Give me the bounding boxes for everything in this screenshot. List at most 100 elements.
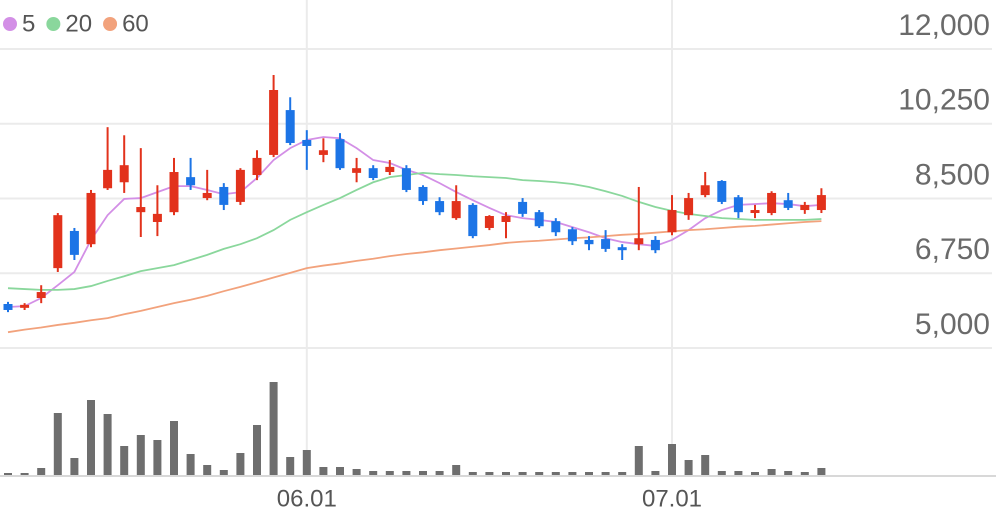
- volume-bar: [767, 469, 776, 475]
- candle-body: [69, 230, 79, 255]
- y-tick-label: 8,500: [915, 158, 990, 191]
- candle-body: [186, 177, 196, 186]
- candle-body: [53, 215, 63, 269]
- volume-bar: [369, 471, 378, 475]
- candle-body: [335, 139, 345, 169]
- volume-bar: [70, 458, 79, 475]
- volume-bar: [485, 472, 494, 475]
- candle-body: [518, 201, 528, 214]
- volume-bar: [634, 446, 643, 475]
- legend-marker: [103, 17, 118, 31]
- candle-body: [368, 168, 378, 178]
- legend-label: 60: [122, 10, 149, 37]
- candle-body: [401, 168, 411, 190]
- candle-body: [800, 204, 810, 211]
- volume-bar: [435, 471, 444, 475]
- legend-label: 5: [22, 10, 35, 37]
- candle-body: [601, 239, 611, 249]
- candle-body: [86, 192, 96, 245]
- legend-label: 20: [65, 10, 92, 37]
- volume-bar: [402, 471, 411, 475]
- volume-bar: [585, 472, 593, 475]
- legend-marker: [3, 17, 17, 31]
- moving-average-line: [7, 220, 822, 334]
- candle-body: [435, 201, 445, 213]
- volume-bar: [170, 421, 178, 475]
- volume-bar: [302, 450, 311, 475]
- candle-body: [219, 186, 229, 205]
- candle-body: [152, 213, 162, 222]
- volume-bar: [269, 382, 278, 475]
- volume-bar: [784, 471, 793, 475]
- candle-body: [750, 210, 760, 214]
- volume-bar: [751, 472, 759, 475]
- volume-bar: [518, 472, 527, 475]
- candle-body: [352, 168, 362, 173]
- candle-body: [468, 204, 478, 237]
- volume-bar: [153, 440, 162, 475]
- volume-bar: [53, 413, 62, 475]
- candle-body: [103, 169, 113, 189]
- volume-bar: [817, 468, 826, 475]
- candle-body: [169, 172, 179, 213]
- candle-body: [3, 304, 13, 310]
- candle-body: [567, 229, 577, 242]
- volume-bar: [502, 472, 510, 475]
- volume-bar: [203, 465, 212, 475]
- volume-bar: [352, 469, 361, 475]
- candle-body: [202, 192, 212, 199]
- x-tick-label: 07.01: [642, 485, 702, 512]
- candle-body: [650, 239, 660, 251]
- volume-bar: [186, 454, 195, 475]
- volume-bar: [601, 472, 610, 475]
- candle-body: [700, 185, 710, 196]
- volume-bar: [219, 470, 228, 475]
- candle-body: [451, 201, 461, 219]
- candle-body: [534, 212, 544, 227]
- volume-bar: [618, 472, 627, 475]
- x-tick-label: 06.01: [277, 485, 337, 512]
- volume-bar: [4, 473, 12, 475]
- candle-body: [783, 200, 793, 208]
- candle-body: [20, 304, 30, 308]
- y-tick-label: 10,250: [898, 84, 990, 117]
- candle-body: [584, 239, 594, 245]
- volume-bar: [336, 467, 344, 475]
- volume-bar: [103, 414, 112, 475]
- volume-bar: [37, 468, 46, 475]
- volume-bar: [286, 457, 295, 475]
- candle-body: [235, 169, 245, 202]
- volume-bar: [734, 471, 743, 475]
- y-tick-label: 12,000: [898, 9, 990, 42]
- volume-bar: [385, 471, 394, 475]
- volume-bar: [452, 465, 461, 475]
- volume-bar: [236, 453, 245, 475]
- volume-bar: [87, 400, 95, 475]
- candle-body: [269, 90, 279, 155]
- candle-body: [385, 166, 395, 173]
- volume-bar: [684, 460, 693, 475]
- candle-body: [285, 110, 295, 143]
- volume-bar: [419, 471, 427, 475]
- moving-average-line: [7, 136, 822, 308]
- candle-body: [733, 197, 743, 213]
- candle-body: [767, 192, 777, 214]
- volume-bar: [535, 472, 544, 475]
- volume-bar: [800, 472, 809, 475]
- candle-body: [484, 216, 494, 228]
- volume-bar: [468, 472, 477, 475]
- volume-bar: [136, 435, 145, 475]
- volume-bar: [253, 425, 261, 475]
- candle-body: [136, 207, 146, 213]
- candle-body: [252, 157, 262, 176]
- volume-bar: [568, 472, 577, 475]
- candle-body: [36, 292, 46, 299]
- volume-bar: [319, 467, 328, 475]
- candle-body: [667, 210, 677, 233]
- legend-marker: [46, 17, 61, 31]
- candle-body: [617, 247, 627, 251]
- volume-bar: [651, 471, 660, 475]
- volume-bar: [668, 444, 676, 475]
- candle-body: [816, 195, 826, 211]
